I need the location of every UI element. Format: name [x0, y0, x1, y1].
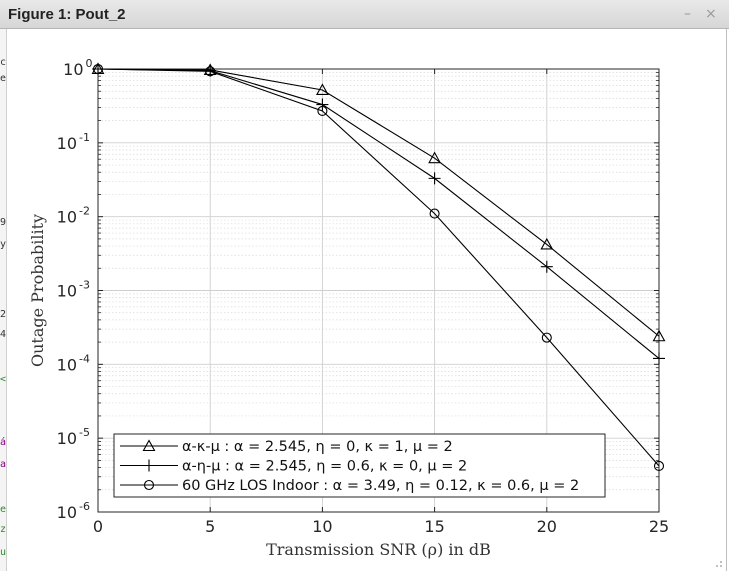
y-tick-exponent: -3: [79, 279, 90, 292]
background-text-fragment: <: [0, 374, 7, 385]
background-text-fragment: 4: [0, 329, 7, 340]
y-tick-label: 10 0: [63, 57, 92, 79]
y-tick-base: 10: [57, 355, 77, 374]
y-tick-label: 10 -1: [57, 131, 90, 153]
legend-label: α-η-μ : α = 2.545, η = 0.6, κ = 0, μ = 2: [182, 459, 467, 475]
legend: α-κ-μ : α = 2.545, η = 0, κ = 1, μ = 2 α-…: [113, 433, 606, 498]
y-tick-label: 10 -6: [57, 500, 90, 522]
background-text-fragment: e: [0, 73, 7, 84]
y-tick-base: 10: [57, 208, 77, 227]
y-tick-label: 10 -5: [57, 426, 90, 448]
y-tick-base: 10: [57, 282, 77, 301]
legend-marker-triangle: [142, 439, 156, 452]
data-point-triangle: [315, 83, 329, 96]
series-line: [97, 68, 660, 359]
series: [91, 62, 666, 472]
window-titlebar[interactable]: Figure 1: Pout_2 – ×: [0, 0, 729, 29]
background-text-fragment: c: [0, 57, 7, 68]
x-tick-label: 20: [537, 517, 557, 536]
data-point-triangle: [540, 237, 554, 250]
y-tick-label: 10 -3: [57, 279, 90, 301]
data-point-triangle: [428, 151, 442, 164]
x-tick-label: 0: [93, 517, 103, 536]
data-point-circle: [653, 460, 665, 472]
figure-canvas: 0 5 10 15 20 25 10 0 10 -1 10 -2 10 -3 10 -4 10 -5 10 -6 α-…: [7, 29, 727, 571]
background-window-strip: c e 9 y 2 4 < á a e z u: [0, 29, 7, 571]
data-point-plus: [653, 352, 665, 365]
background-text-fragment: e: [0, 504, 7, 515]
y-tick-exponent: -1: [79, 131, 90, 144]
background-text-fragment: á: [0, 437, 7, 448]
background-text-fragment: 2: [0, 309, 7, 320]
window-title: Figure 1: Pout_2: [8, 6, 126, 23]
legend-box: [113, 433, 606, 498]
legend-entry: α-κ-μ : α = 2.545, η = 0, κ = 1, μ = 2: [120, 439, 453, 455]
y-tick-base: 10: [57, 503, 77, 522]
resize-grip-icon[interactable]: [715, 560, 723, 568]
series-circle: [92, 63, 665, 472]
y-tick-base: 10: [57, 134, 77, 153]
y-tick-exponent: -6: [79, 500, 90, 513]
x-axis-label: Transmission SNR (ρ) in dB: [266, 540, 491, 559]
x-tick-label: 5: [205, 517, 215, 536]
minimize-icon[interactable]: –: [684, 6, 691, 22]
x-tick-label: 15: [424, 517, 444, 536]
y-tick-exponent: 0: [86, 57, 93, 70]
x-tick-label: 25: [649, 517, 669, 536]
close-icon[interactable]: ×: [705, 6, 717, 22]
y-tick-exponent: -4: [79, 352, 90, 365]
legend-marker-circle: [143, 479, 155, 491]
data-point-circle: [205, 66, 216, 77]
background-text-fragment: a: [0, 459, 7, 470]
data-point-plus: [316, 98, 329, 111]
data-point-circle: [429, 208, 440, 219]
data-point-triangle: [652, 329, 666, 342]
legend-entry: α-η-μ : α = 2.545, η = 0.6, κ = 0, μ = 2: [120, 459, 467, 475]
data-point-circle: [317, 105, 328, 117]
legend-label: α-κ-μ : α = 2.545, η = 0, κ = 1, μ = 2: [182, 439, 453, 455]
y-tick-label: 10 -2: [57, 205, 90, 227]
data-point-circle: [541, 332, 552, 343]
background-text-fragment: u: [0, 547, 7, 558]
y-tick-base: 10: [63, 60, 83, 79]
x-tick-label: 10: [312, 517, 332, 536]
series-line: [97, 68, 660, 337]
background-text-fragment: y: [0, 239, 7, 250]
background-text-fragment: z: [0, 524, 7, 535]
data-point-plus: [428, 172, 441, 185]
y-tick-exponent: -2: [79, 205, 90, 218]
y-tick-exponent: -5: [79, 426, 90, 439]
data-point-plus: [540, 260, 553, 273]
legend-label: 60 GHz LOS Indoor : α = 3.49, η = 0.12, …: [182, 478, 579, 494]
legend-entry: 60 GHz LOS Indoor : α = 3.49, η = 0.12, …: [120, 478, 579, 494]
y-tick-label: 10 -4: [57, 352, 90, 374]
background-text-fragment: 9: [0, 217, 7, 228]
series-line: [97, 68, 660, 467]
legend-marker-plus: [143, 459, 155, 472]
y-axis-label: Outage Probability: [28, 214, 47, 367]
y-tick-base: 10: [57, 429, 77, 448]
data-point-circle: [92, 63, 104, 75]
